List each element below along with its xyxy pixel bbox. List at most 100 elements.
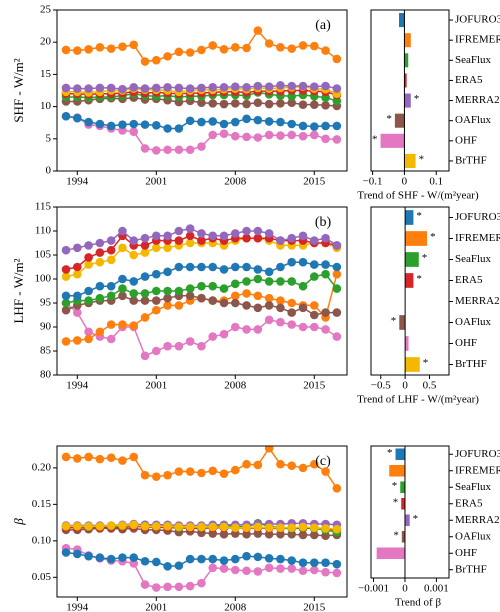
data-point <box>185 291 195 301</box>
data-point <box>174 582 184 592</box>
data-point <box>287 523 297 533</box>
data-point <box>151 346 161 356</box>
data-point <box>163 521 172 531</box>
x-axis-label: Trend of LHF - W/(m²year) <box>357 394 479 406</box>
data-point <box>140 580 150 589</box>
data-point <box>61 291 71 301</box>
data-point <box>321 325 330 334</box>
data-point <box>106 83 116 93</box>
data-point <box>264 446 274 453</box>
data-point <box>253 98 263 108</box>
data-point <box>230 99 240 108</box>
data-point <box>163 293 172 303</box>
significance-mark: * <box>413 513 419 525</box>
data-point <box>276 131 285 140</box>
y-tick-label: 115 <box>35 201 52 213</box>
data-point <box>242 523 251 533</box>
data-point <box>151 557 161 567</box>
category-label: ERA5 <box>455 274 483 286</box>
bar <box>376 547 405 560</box>
bar <box>405 252 419 267</box>
significance-mark: * <box>414 93 420 105</box>
data-point <box>287 81 297 91</box>
data-point <box>185 467 195 476</box>
data-point <box>118 274 127 284</box>
y-tick-label: 110 <box>35 225 52 237</box>
data-point <box>309 260 319 269</box>
x-tick-label: 1994 <box>66 602 89 612</box>
data-point <box>140 313 150 322</box>
data-point <box>219 119 229 129</box>
data-point <box>174 145 184 155</box>
data-point <box>106 521 116 530</box>
data-point <box>197 229 206 238</box>
data-point <box>208 117 218 126</box>
data-point <box>253 115 263 125</box>
data-point <box>287 257 297 267</box>
data-point <box>174 301 184 310</box>
data-point <box>298 522 308 532</box>
data-point <box>73 262 82 272</box>
data-point <box>332 241 342 250</box>
data-point <box>73 291 82 301</box>
data-point <box>106 44 116 53</box>
data-point <box>321 308 330 317</box>
data-point <box>118 456 127 465</box>
data-point <box>197 293 206 303</box>
category-label: OAFlux <box>455 316 492 328</box>
data-point <box>106 281 116 291</box>
data-point <box>321 567 330 577</box>
data-point <box>253 460 263 470</box>
data-point <box>73 336 82 345</box>
data-point <box>140 84 150 93</box>
bar <box>395 448 405 461</box>
data-point <box>332 332 342 341</box>
category-label: MERRA2 <box>455 514 500 526</box>
data-point <box>174 467 184 476</box>
data-point <box>118 521 127 530</box>
data-point <box>332 524 342 534</box>
data-point <box>129 296 139 305</box>
data-point <box>61 265 71 274</box>
axes-frame <box>56 206 348 376</box>
data-point <box>61 45 71 55</box>
data-point <box>174 83 184 93</box>
data-point <box>163 562 172 571</box>
data-point <box>264 523 274 533</box>
data-point <box>230 279 240 289</box>
data-point <box>321 467 330 476</box>
data-point <box>95 553 105 562</box>
data-point <box>61 305 71 315</box>
data-point <box>287 308 297 317</box>
data-point <box>219 231 229 241</box>
data-point <box>61 272 71 281</box>
data-point <box>230 322 240 332</box>
data-point <box>219 44 229 54</box>
series-line <box>65 446 338 489</box>
data-point <box>287 119 297 129</box>
category-label: JOFURO3 <box>455 448 500 460</box>
data-point <box>309 322 319 332</box>
data-point <box>287 461 297 470</box>
data-point <box>84 327 93 337</box>
category-label: MERRA2 <box>455 295 500 307</box>
x-tick-label: 1994 <box>66 176 89 188</box>
data-point <box>208 41 218 50</box>
data-point <box>151 521 161 531</box>
data-point <box>129 553 139 562</box>
data-point <box>253 567 263 576</box>
data-point <box>309 100 319 109</box>
y-tick-label: 85 <box>40 345 52 357</box>
x-tick-label: −0.001 <box>358 583 389 595</box>
data-point <box>118 120 127 129</box>
significance-mark: * <box>423 357 429 369</box>
x-tick-label: 2015 <box>303 380 326 392</box>
data-point <box>118 291 127 301</box>
axes-frame <box>370 9 450 172</box>
data-point <box>106 121 116 131</box>
data-point <box>140 521 150 531</box>
data-point <box>84 241 93 250</box>
data-point <box>61 83 71 93</box>
data-point <box>321 524 330 533</box>
data-point <box>276 317 285 327</box>
